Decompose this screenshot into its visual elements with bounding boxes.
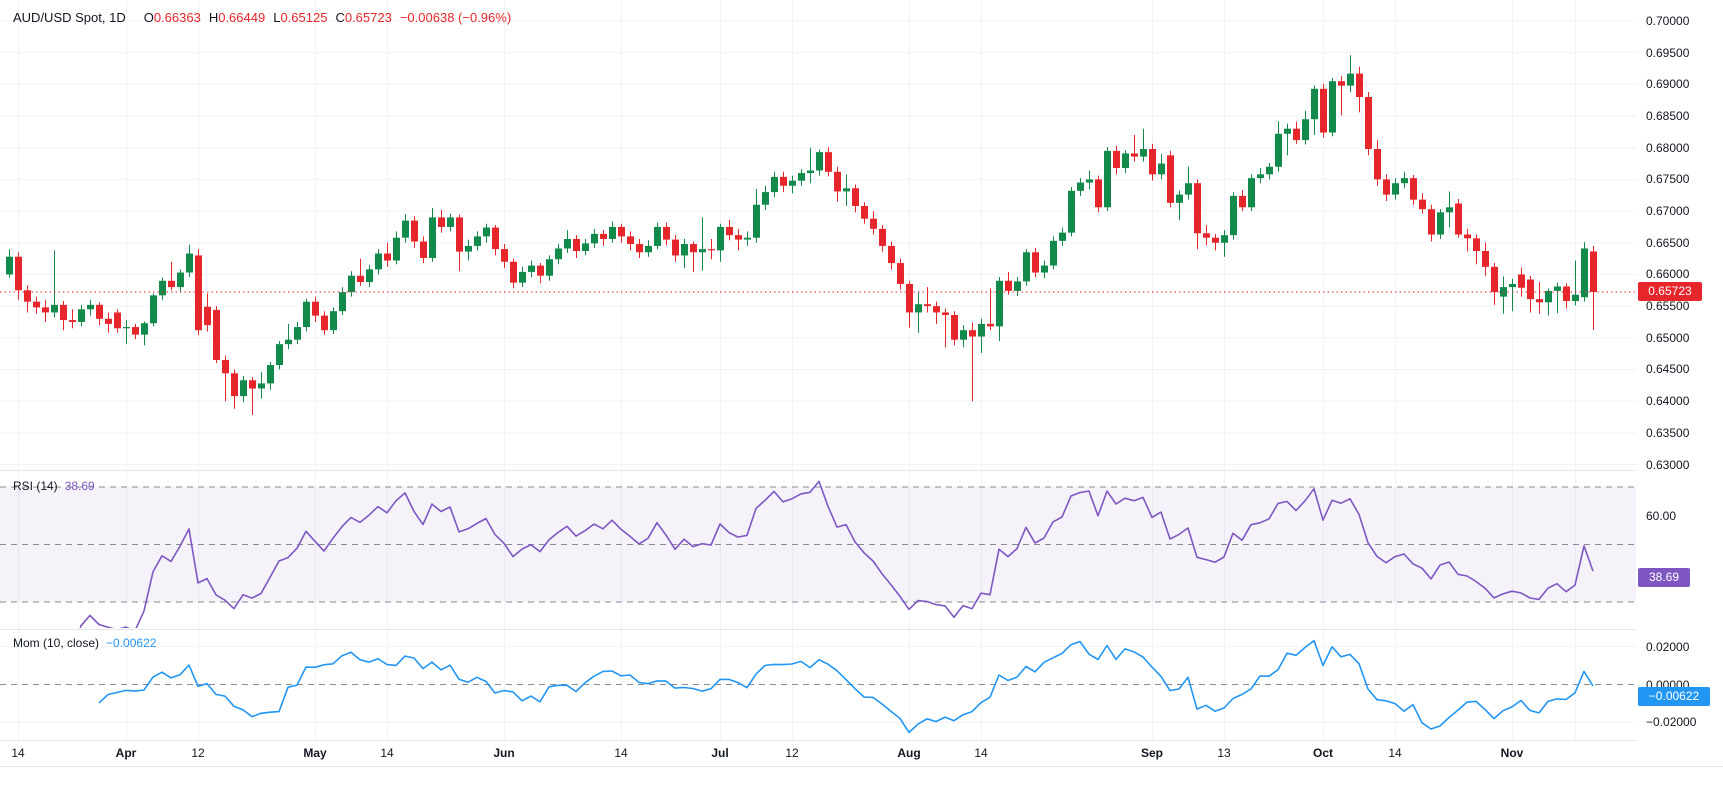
grid-lines bbox=[0, 0, 1636, 740]
time-axis-label: Oct bbox=[1312, 746, 1334, 760]
close-value: 0.65723 bbox=[344, 10, 392, 25]
momentum-indicator-legend[interactable]: Mom (10, close) −0.00622 bbox=[13, 636, 156, 650]
time-axis-label: 14 bbox=[380, 746, 394, 760]
high-label: H bbox=[208, 10, 219, 25]
time-axis-label: Nov bbox=[1500, 746, 1524, 760]
momentum-line bbox=[98, 639, 1594, 734]
price-axis-label: 0.65500 bbox=[1646, 299, 1690, 314]
price-axis-label: 0.68500 bbox=[1646, 109, 1690, 124]
price-axis-label: 0.64500 bbox=[1646, 362, 1690, 377]
pane-separator-main-rsi[interactable] bbox=[0, 470, 1636, 471]
chart-bottom-border bbox=[0, 766, 1723, 767]
price-axis-label: 0.69500 bbox=[1646, 45, 1690, 60]
price-axis-label: 0.64000 bbox=[1646, 394, 1690, 409]
pane-separator-rsi-mom[interactable] bbox=[0, 629, 1636, 630]
time-axis-label: Sep bbox=[1140, 746, 1164, 760]
rsi-indicator-title: RSI (14) bbox=[13, 479, 58, 493]
time-axis-label: 12 bbox=[785, 746, 799, 760]
footer-strip: TradingView bbox=[0, 767, 1723, 803]
price-axis-label: 0.63500 bbox=[1646, 425, 1690, 440]
time-axis-label: 14 bbox=[974, 746, 988, 760]
low-label: L bbox=[273, 10, 281, 25]
price-axis-label: 0.67000 bbox=[1646, 204, 1690, 219]
momentum-indicator-value: −0.00622 bbox=[106, 636, 157, 650]
symbol-title[interactable]: AUD/USD Spot, 1D bbox=[13, 10, 126, 25]
symbol-legend: AUD/USD Spot, 1D O0.66363 H0.66449 L0.65125… bbox=[13, 10, 511, 25]
rsi-indicator-legend[interactable]: RSI (14) 38.69 bbox=[13, 479, 95, 493]
change-value: −0.00638 (−0.96%) bbox=[399, 10, 512, 25]
rsi-line bbox=[79, 480, 1594, 628]
low-value: 0.65125 bbox=[280, 10, 328, 25]
price-axis-label: 0.63000 bbox=[1646, 457, 1690, 472]
time-axis-label: 12 bbox=[191, 746, 205, 760]
price-axis-label: 0.67500 bbox=[1646, 172, 1690, 187]
rsi-value-badge: 38.69 bbox=[1638, 568, 1690, 587]
candlestick-series bbox=[6, 55, 1597, 416]
price-axis-label: 0.66500 bbox=[1646, 235, 1690, 250]
time-axis-label: May bbox=[303, 746, 327, 760]
price-axis-label: 0.65000 bbox=[1646, 330, 1690, 345]
momentum-axis-label: −0.02000 bbox=[1646, 715, 1697, 730]
time-axis-label: 14 bbox=[614, 746, 628, 760]
time-axis-label: 13 bbox=[1217, 746, 1231, 760]
time-axis-label: Jun bbox=[493, 746, 515, 760]
time-axis-label: Apr bbox=[115, 746, 137, 760]
price-axis-label: 0.69000 bbox=[1646, 77, 1690, 92]
price-axis-label: 0.66000 bbox=[1646, 267, 1690, 282]
rsi-indicator-value: 38.69 bbox=[64, 479, 95, 493]
time-axis-label: Aug bbox=[897, 746, 921, 760]
time-axis-label: Jul bbox=[711, 746, 729, 760]
price-axis-label: 0.70000 bbox=[1646, 14, 1690, 28]
open-label: O bbox=[143, 10, 154, 25]
price-axis-label: 0.68000 bbox=[1646, 140, 1690, 155]
rsi-axis-label: 60.00 bbox=[1646, 508, 1677, 523]
last-price-badge: 0.65723 bbox=[1638, 282, 1702, 301]
close-label: C bbox=[335, 10, 345, 25]
momentum-value-badge: −0.00622 bbox=[1638, 687, 1710, 706]
momentum-indicator-title: Mom (10, close) bbox=[13, 636, 100, 650]
time-axis-label: 14 bbox=[1388, 746, 1402, 760]
open-value: 0.66363 bbox=[153, 10, 201, 25]
momentum-axis-label: 0.02000 bbox=[1646, 639, 1690, 654]
pane-separator-mom-timeaxis bbox=[0, 740, 1636, 741]
high-value: 0.66449 bbox=[218, 10, 266, 25]
time-axis-label: 14 bbox=[11, 746, 25, 760]
